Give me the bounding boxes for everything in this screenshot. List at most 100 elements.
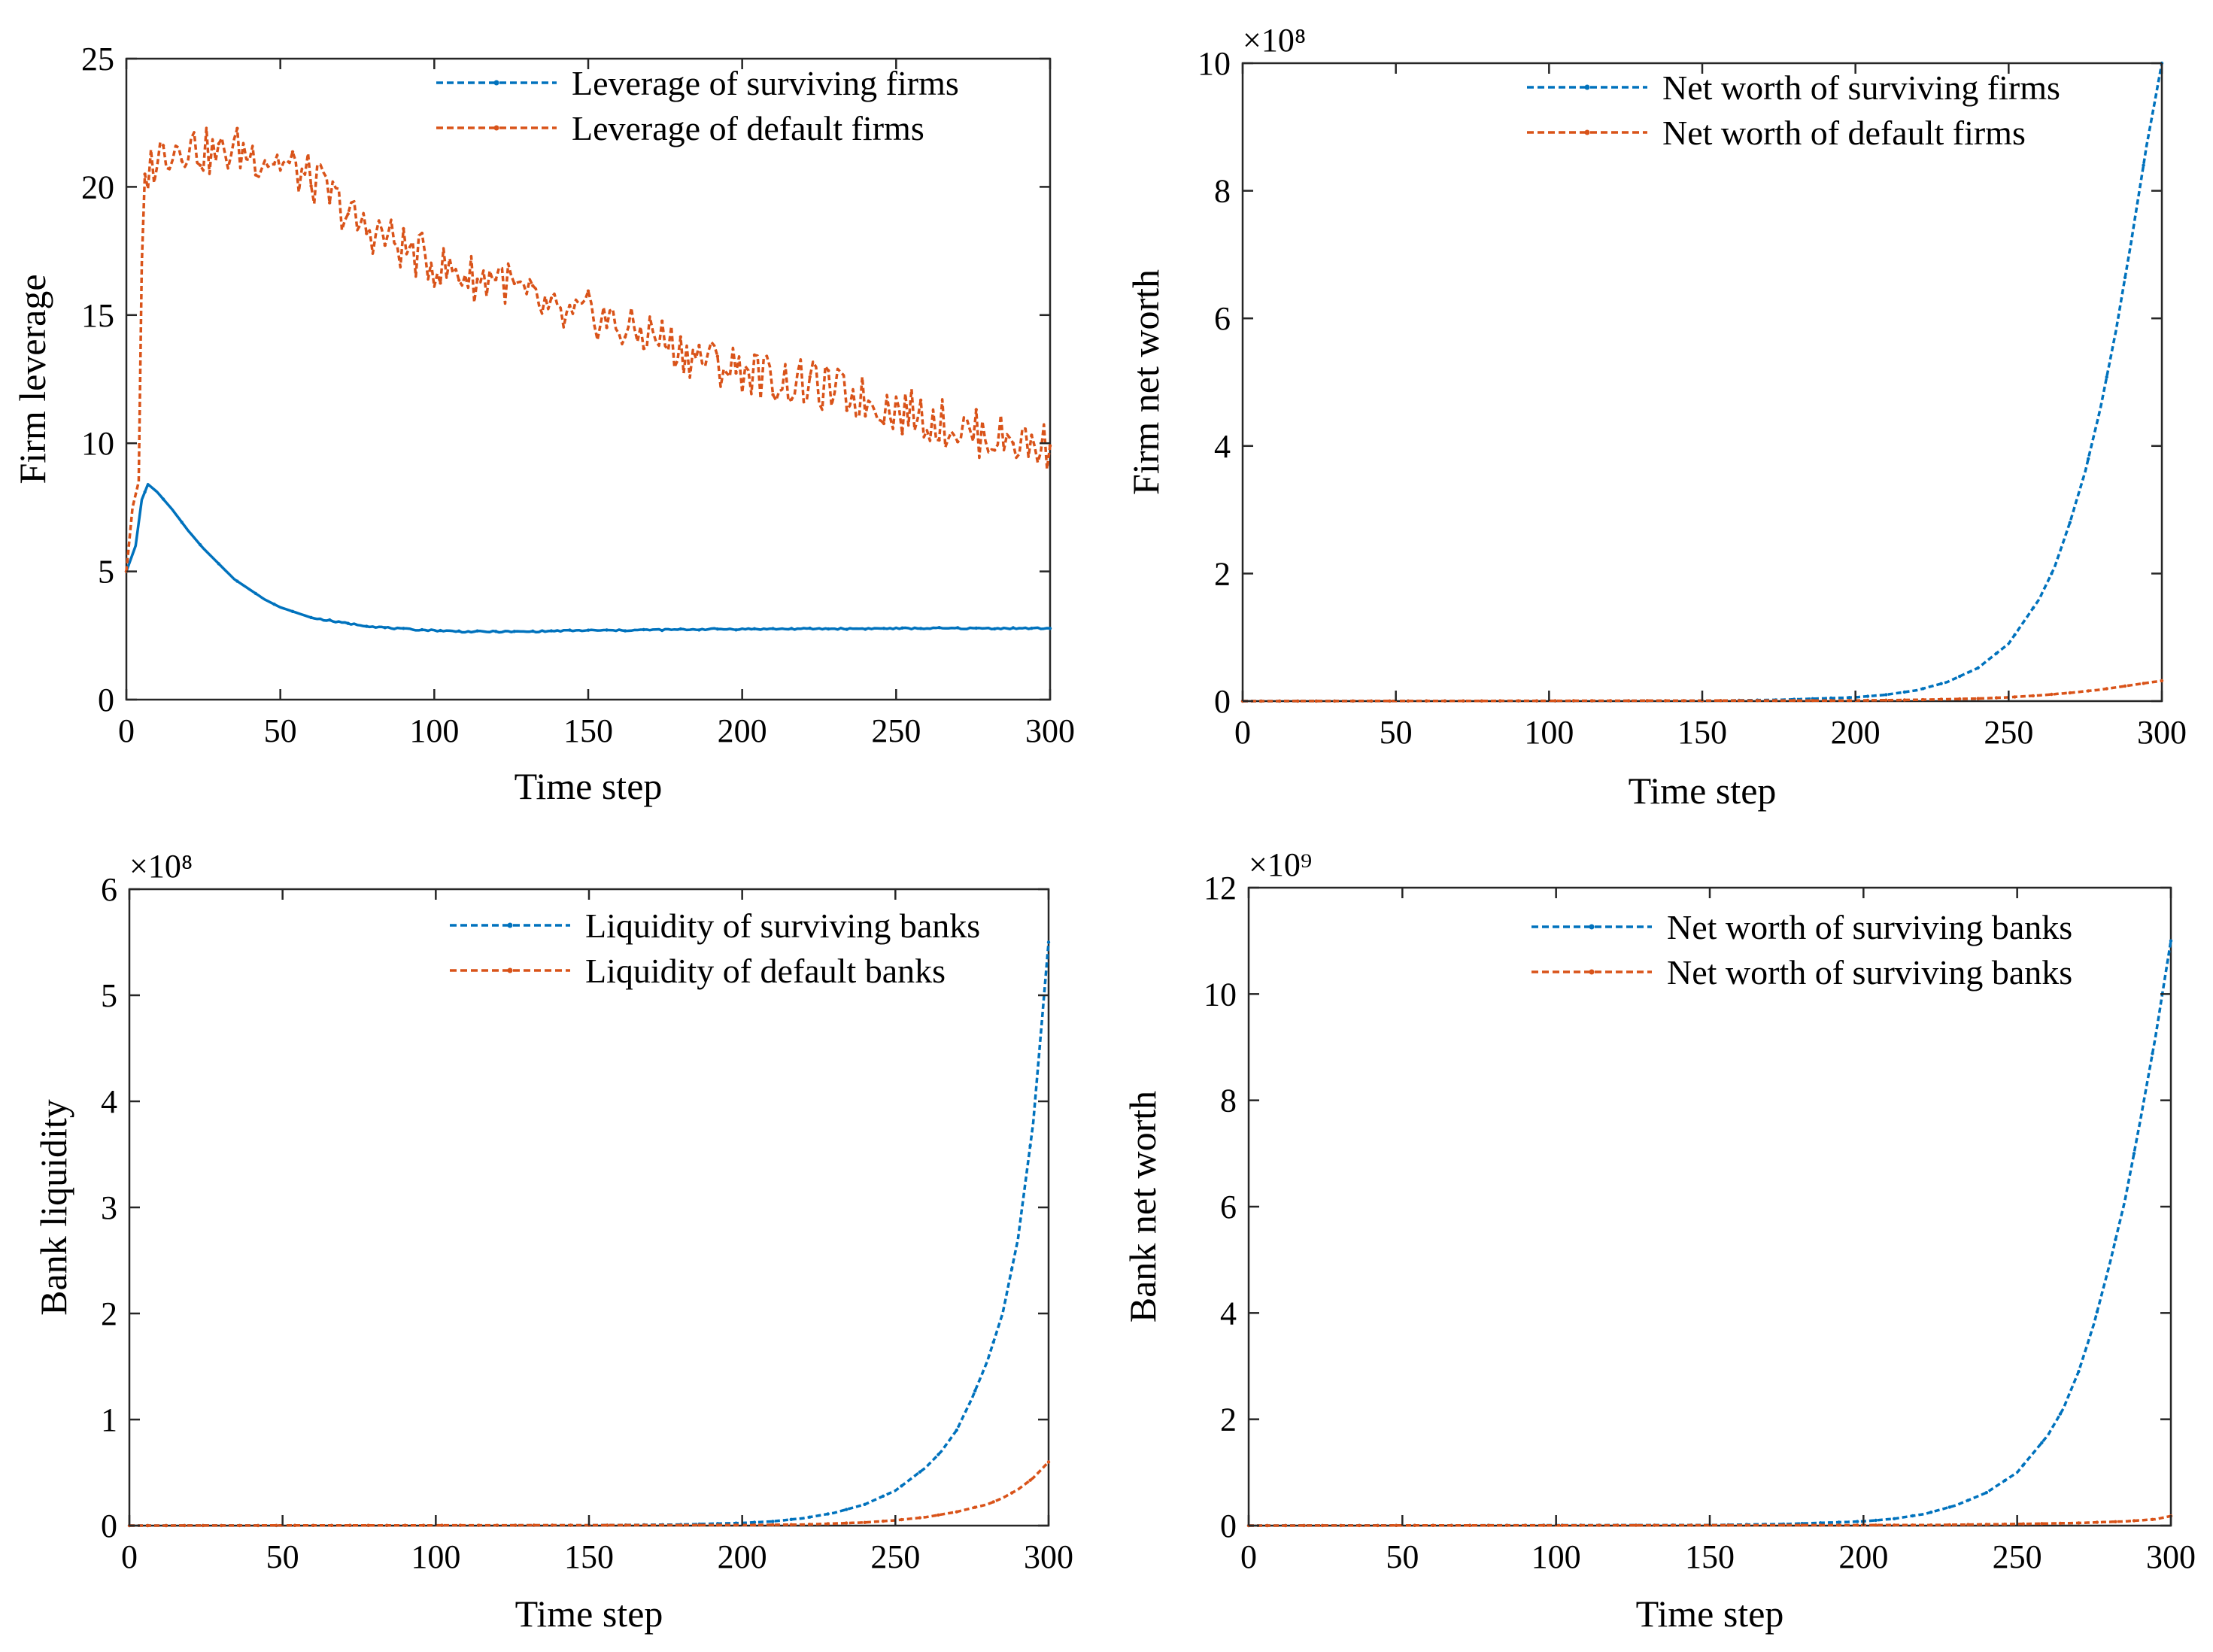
panel-b-series-2-point	[1645, 699, 1649, 703]
panel-a-series-1-point	[143, 490, 147, 494]
panel-b-legend-marker-1	[1584, 84, 1590, 90]
panel-a-series-2-point	[235, 126, 239, 130]
panel-c-series-2-point	[275, 1523, 278, 1528]
panel-d-series-1-point	[1837, 1520, 1841, 1524]
panel-c-series-2-point	[937, 1513, 940, 1517]
panel-c-series-2-point	[734, 1523, 738, 1527]
panel-a-series-2-point	[752, 353, 757, 357]
panel-d-series-2-point	[2058, 1521, 2063, 1526]
panel-a-series-2-point	[882, 421, 886, 426]
panel-c-series-1-point	[955, 1428, 959, 1432]
panel-d-series-2-point	[1726, 1523, 1730, 1527]
panel-b-series-2-point	[2087, 689, 2090, 693]
panel-a-ticks: 0 50 100 150 200 250 300 0 5 10 15 20 25	[81, 41, 1075, 749]
panel-a-series-1-point	[290, 609, 295, 613]
panel-a-series-2-point	[457, 278, 461, 282]
panel-b-series-2-point	[1388, 699, 1392, 703]
panel-a-series-1-point	[956, 626, 960, 630]
panel-b-series-2-point	[1516, 699, 1520, 703]
panel-c-x-axis-title: Time step	[515, 1593, 663, 1635]
panel-c-series-2-point	[569, 1523, 572, 1527]
panel-d-series-1-point	[1911, 1514, 1914, 1518]
panel-a-legend-marker-2	[493, 125, 499, 131]
panel-c-series-1-point	[937, 1453, 940, 1456]
panel-a-series-1-point	[217, 562, 220, 566]
panel-a-series-1-point	[439, 628, 442, 633]
panel-b-series-2-point	[1976, 697, 1980, 700]
panel-c-series-2-point	[514, 1523, 518, 1527]
panel-a-series-1-point	[346, 621, 350, 625]
panel-c-x-tick-label: 300	[1024, 1538, 1073, 1575]
panel-c-ticks: 0 50 100 150 200 250 300 0 1 2 3 4 5 6	[101, 871, 1073, 1575]
panel-b-series-2-point	[1351, 699, 1355, 703]
panel-a-series-1-point	[549, 629, 554, 633]
panel-b-series-2-point	[2123, 684, 2127, 688]
panel-c-legend: Liquidity of surviving banks Liquidity of…	[450, 906, 980, 990]
panel-a-y-axis-title: Firm leverage	[11, 274, 53, 484]
panel-c-series-2-point	[697, 1523, 701, 1527]
panel-c-x-tick-label: 250	[870, 1538, 920, 1575]
panel-d-series-2-point	[1339, 1523, 1343, 1528]
panel-c-series-1-point	[752, 1520, 757, 1524]
panel-c-series-2-point	[808, 1523, 812, 1526]
panel-b-series-1-point	[2123, 275, 2127, 280]
panel-c-series-2-point	[477, 1523, 481, 1527]
panel-b-series-2-point	[1719, 699, 1723, 703]
panel-d-series-2-point	[2040, 1522, 2044, 1526]
panel-b: 0 50 100 150 200 250 300 0 2 4 6 8 10 Time step Firm…	[1125, 22, 2187, 812]
panel-c-y-tick-label: 2	[101, 1295, 117, 1332]
panel-b-series-2-point	[1737, 699, 1741, 703]
panel-b-legend-marker-2	[1584, 129, 1590, 135]
panel-c-series-2-point	[366, 1523, 370, 1527]
panel-a-legend-label-1: Leverage of surviving firms	[572, 64, 959, 102]
panel-a-series-1-point	[752, 627, 757, 630]
panel-b-series-2-point	[1369, 699, 1374, 703]
panel-a-series-2-point	[253, 173, 258, 177]
panel-d-series-1-point	[2058, 1412, 2063, 1416]
panel-a-x-tick-label: 100	[409, 712, 459, 749]
panel-b-series-2-point	[1608, 699, 1612, 703]
panel-c-series-1-point	[881, 1494, 885, 1499]
panel-a-series-1-point	[937, 626, 941, 630]
panel-b-series-2-point	[1277, 699, 1282, 703]
panel-a-series-1-point	[512, 630, 516, 633]
panel-a-series-2-point	[512, 281, 516, 286]
panel-a-y-tick-label: 10	[81, 425, 114, 462]
panel-b-y-tick-label: 4	[1214, 428, 1231, 465]
panel-b-series-2-point	[1480, 699, 1483, 703]
panel-c-series-1-point	[1046, 940, 1051, 944]
panel-a-series-2-point	[845, 408, 849, 412]
panel-d-series-2-point	[1929, 1523, 1933, 1527]
panel-a-series-1-point	[272, 603, 276, 606]
panel-a-series-1-point	[420, 627, 424, 632]
panel-a-series-1-point	[623, 629, 627, 633]
panel-c-series-2-point	[385, 1523, 389, 1527]
panel-c-y-tick-label: 0	[101, 1508, 117, 1544]
panel-b-series-1-point	[2087, 457, 2090, 460]
panel-b-series-2-point	[1553, 699, 1557, 703]
panel-a-series-1-point	[309, 615, 313, 620]
panel-c-x-tick-label: 100	[411, 1538, 460, 1575]
panel-a-series-2-point	[918, 398, 923, 402]
panel-d-series-2-point	[1653, 1523, 1656, 1527]
panel-d-y-tick-label: 4	[1220, 1295, 1237, 1332]
panel-a-x-tick-label: 200	[718, 712, 767, 749]
panel-a-series-2-point	[771, 393, 775, 396]
panel-a-series-2-point	[864, 414, 867, 418]
panel-c-series-2-point	[771, 1523, 775, 1527]
panel-d-series-2-point	[1984, 1523, 1988, 1526]
panel-c-y-tick-label: 3	[101, 1189, 117, 1226]
panel-c-series-1-point	[771, 1520, 775, 1523]
panel-a-y-tick-label: 20	[81, 169, 114, 205]
panel-b-series-2-point	[1793, 699, 1796, 703]
panel-b-x-tick-label: 50	[1380, 714, 1413, 751]
panel-a-series-1-point	[790, 627, 794, 630]
panel-a-series-1-point	[328, 618, 332, 622]
panel-c-series-2-point	[863, 1520, 867, 1525]
panel-a: 0 50 100 150 200 250 300 0 5 10 15 20 25 Time step F…	[11, 41, 1075, 807]
panel-c-series-2-point	[1028, 1478, 1032, 1482]
panel-d-series-2-point	[1579, 1523, 1583, 1527]
panel-a-series-1-point	[715, 627, 720, 631]
panel-b-x-tick-label: 250	[1984, 714, 2033, 751]
panel-c-y-tick-label: 1	[101, 1401, 117, 1438]
